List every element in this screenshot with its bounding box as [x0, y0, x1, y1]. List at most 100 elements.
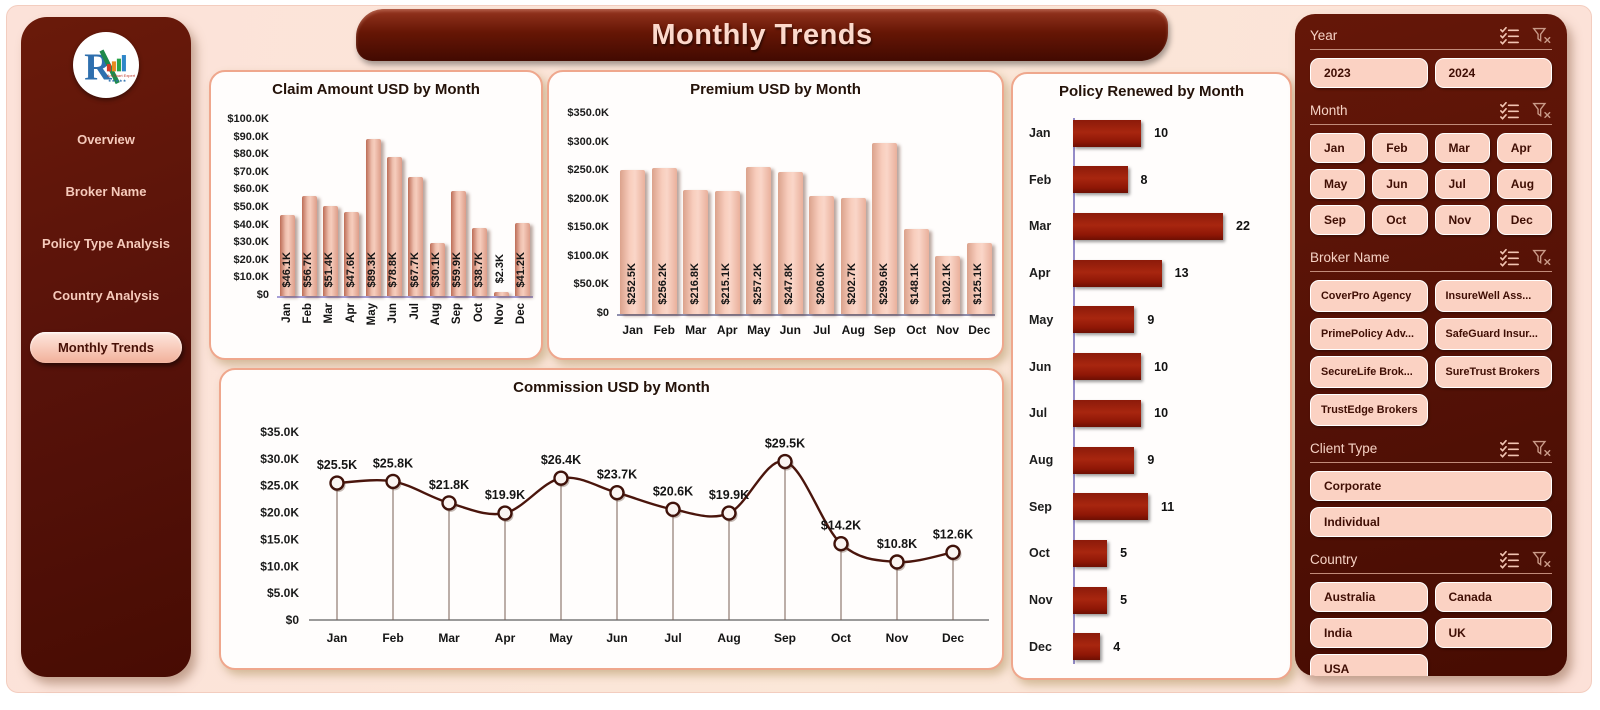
data-point-jul[interactable]	[665, 501, 681, 518]
sidebar-item-country-analysis[interactable]: Country Analysis	[52, 288, 160, 303]
slicer-option-feb[interactable]: Feb	[1372, 133, 1428, 163]
sidebar-item-broker-name[interactable]: Broker Name	[65, 184, 147, 199]
slicer-option-oct[interactable]: Oct	[1372, 205, 1428, 235]
y-axis-tick: $100.0K	[567, 249, 609, 262]
slicer-option-coverpro-agency[interactable]: CoverPro Agency	[1310, 280, 1428, 312]
bar-jan[interactable]	[620, 169, 646, 314]
bar-dec[interactable]	[1073, 633, 1101, 661]
bar-apr[interactable]	[1073, 259, 1162, 287]
bar-mar[interactable]	[683, 190, 709, 314]
bar-feb[interactable]	[1073, 166, 1128, 194]
slicer-option-mar[interactable]: Mar	[1434, 133, 1490, 163]
bar-jun[interactable]	[777, 172, 803, 314]
bar-aug[interactable]	[429, 243, 445, 296]
slicer-option-safeguard-insur[interactable]: SafeGuard Insur...	[1434, 318, 1552, 350]
bar-dec[interactable]	[514, 223, 530, 296]
point-value-label: $10.8K	[877, 537, 917, 551]
bar-aug[interactable]	[840, 198, 866, 314]
bar-oct[interactable]	[1073, 539, 1108, 567]
sidebar-item-overview[interactable]: Overview	[77, 132, 135, 147]
slicer-option-insurewell-ass[interactable]: InsureWell Ass...	[1434, 280, 1552, 312]
data-point-jan[interactable]	[329, 475, 345, 491]
slicer-option-apr[interactable]: Apr	[1496, 133, 1552, 163]
clear-filter-icon[interactable]	[1531, 26, 1552, 45]
bar-jun[interactable]	[386, 157, 402, 296]
multi-select-icon[interactable]	[1499, 26, 1520, 45]
bar-aug[interactable]	[1073, 446, 1135, 474]
policy-row-jul: Jul 10	[1013, 392, 1284, 434]
slicer-option-sep[interactable]: Sep	[1310, 205, 1366, 235]
data-point-jun[interactable]	[609, 484, 625, 501]
bar-nov[interactable]	[935, 255, 961, 314]
slicer-option-jan[interactable]: Jan	[1310, 133, 1366, 163]
slicer-option-may[interactable]: May	[1310, 169, 1366, 199]
slicer-option-securelife-brok[interactable]: SecureLife Brok...	[1310, 356, 1428, 388]
clear-filter-icon[interactable]	[1531, 550, 1552, 569]
sidebar-item-policy-type-analysis[interactable]: Policy Type Analysis	[42, 236, 170, 251]
data-point-aug[interactable]	[721, 505, 737, 521]
data-point-feb[interactable]	[385, 473, 401, 490]
slicer-option-2023[interactable]: 2023	[1310, 58, 1428, 88]
y-axis-label: Jul	[1029, 406, 1048, 421]
bar-nov[interactable]	[493, 291, 509, 296]
bar-jan[interactable]	[1073, 119, 1142, 147]
sidebar: R An Chart Expert ★★★★★ Overview Broker N…	[21, 17, 191, 677]
sidebar-item-monthly-trends[interactable]: Monthly Trends	[30, 332, 182, 363]
data-point-may[interactable]	[553, 470, 569, 486]
slicer-option-dec[interactable]: Dec	[1496, 205, 1552, 235]
bar-apr[interactable]	[714, 191, 740, 314]
slicer-option-jul[interactable]: Jul	[1434, 169, 1490, 199]
slicer-option-2024[interactable]: 2024	[1434, 58, 1552, 88]
slicer-option-individual[interactable]: Individual	[1310, 507, 1552, 537]
multi-select-icon[interactable]	[1499, 248, 1520, 267]
clear-filter-icon[interactable]	[1531, 439, 1552, 458]
multi-select-icon[interactable]	[1499, 439, 1520, 458]
bar-mar[interactable]	[1073, 212, 1223, 240]
slicer-option-uk[interactable]: UK	[1434, 618, 1552, 648]
slicer-option-canada[interactable]: Canada	[1434, 582, 1552, 612]
slicer-option-suretrust-brokers[interactable]: SureTrust Brokers	[1434, 356, 1552, 388]
slicer-option-australia[interactable]: Australia	[1310, 582, 1428, 612]
data-point-dec[interactable]	[945, 544, 961, 561]
slicer-option-india[interactable]: India	[1310, 618, 1428, 648]
slicer-option-aug[interactable]: Aug	[1496, 169, 1552, 199]
bar-jul[interactable]	[408, 176, 424, 296]
slicer-client-type: Client Type Corporate Individual	[1310, 439, 1552, 537]
slicer-option-corporate[interactable]: Corporate	[1310, 471, 1552, 501]
data-point-mar[interactable]	[441, 495, 457, 511]
policy-row-aug: Aug 9	[1013, 439, 1284, 481]
bar-jun[interactable]	[1073, 353, 1142, 381]
data-point-apr[interactable]	[497, 505, 513, 521]
multi-select-icon[interactable]	[1499, 101, 1520, 120]
bar-feb[interactable]	[301, 196, 317, 296]
bar-may[interactable]	[746, 167, 772, 314]
bar-oct[interactable]	[472, 227, 488, 296]
bar-feb[interactable]	[651, 167, 677, 314]
clear-filter-icon[interactable]	[1531, 248, 1552, 267]
clear-filter-icon[interactable]	[1531, 101, 1552, 120]
bar-nov[interactable]	[1073, 586, 1108, 614]
bar-sep[interactable]	[450, 190, 466, 296]
bar-value-label: 13	[1174, 266, 1189, 281]
bar-sep[interactable]	[1073, 493, 1148, 521]
slicer-option-nov[interactable]: Nov	[1434, 205, 1490, 235]
bar-jan[interactable]	[280, 214, 296, 296]
bar-jul[interactable]	[809, 196, 835, 314]
bar-sep[interactable]	[872, 142, 898, 314]
data-point-sep[interactable]	[777, 453, 793, 470]
bar-mar[interactable]	[322, 205, 338, 296]
bar-jul[interactable]	[1073, 399, 1142, 427]
bar-may[interactable]	[1073, 306, 1135, 334]
multi-select-icon[interactable]	[1499, 550, 1520, 569]
bar-may[interactable]	[365, 138, 381, 296]
data-point-oct[interactable]	[833, 536, 849, 552]
bar-oct[interactable]	[903, 229, 929, 314]
data-point-nov[interactable]	[889, 554, 905, 570]
slicer-option-trustedge-brokers[interactable]: TrustEdge Brokers	[1310, 394, 1428, 426]
slicer-option-primepolicy-adv[interactable]: PrimePolicy Adv...	[1310, 318, 1428, 350]
slicer-option-usa[interactable]: USA	[1310, 654, 1428, 676]
x-axis-line	[277, 296, 533, 298]
bar-apr[interactable]	[344, 212, 360, 296]
bar-dec[interactable]	[966, 242, 992, 314]
slicer-option-jun[interactable]: Jun	[1372, 169, 1428, 199]
